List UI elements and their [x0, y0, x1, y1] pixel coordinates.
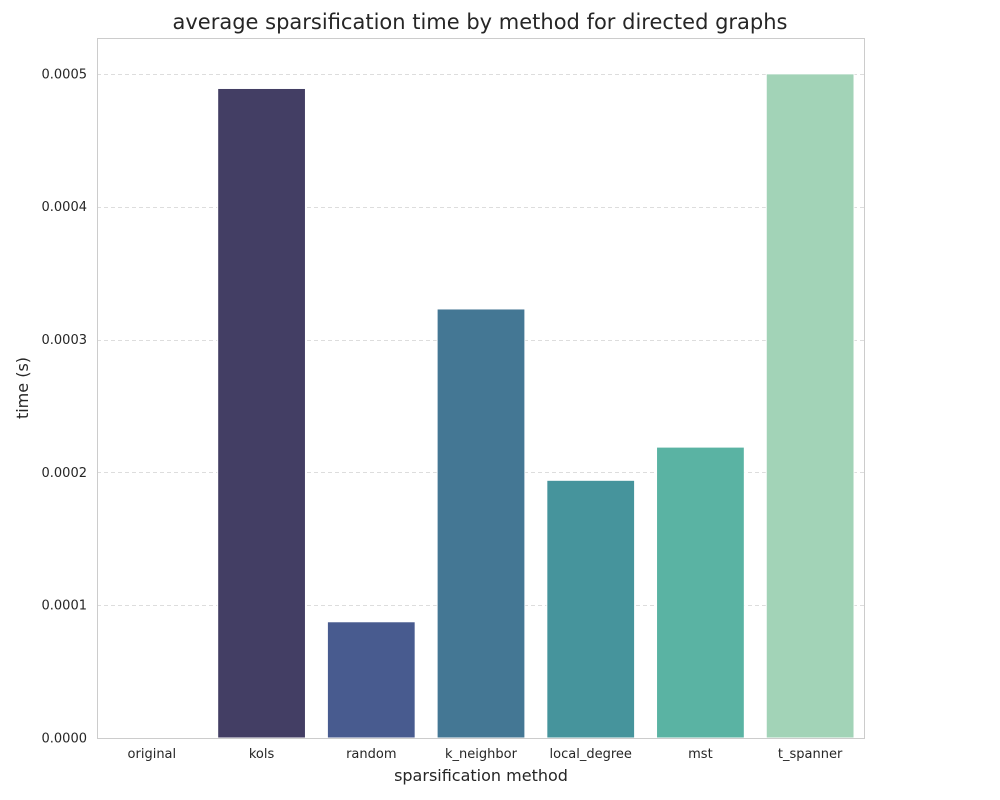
x-tick-label: original	[128, 747, 177, 762]
y-tick-labels: 0.0000 0.0001 0.0002 0.0003 0.0004 0.0005	[42, 67, 88, 746]
bars	[217, 73, 855, 739]
bar-kols	[217, 87, 306, 739]
x-tick-label: random	[346, 747, 396, 762]
y-tick-label: 0.0001	[42, 599, 88, 614]
y-tick-label: 0.0004	[42, 200, 88, 215]
bar-mst	[656, 446, 745, 739]
chart-title: average sparsification time by method fo…	[172, 10, 788, 34]
y-tick-label: 0.0005	[42, 67, 88, 82]
x-tick-label: t_spanner	[778, 747, 843, 762]
bar-local-degree	[546, 479, 636, 739]
plot-frame	[97, 38, 865, 739]
bar-k-neighbor	[436, 308, 526, 739]
y-tick-label: 0.0000	[42, 732, 88, 747]
x-tick-label: mst	[688, 747, 713, 762]
x-tick-label: kols	[249, 747, 275, 762]
bar-random	[326, 621, 416, 739]
x-tick-labels: original kols random k_neighbor local_degree…	[128, 747, 843, 762]
y-tick-label: 0.0003	[42, 333, 88, 348]
y-tick-label: 0.0002	[42, 466, 88, 481]
x-axis-label: sparsification method	[394, 766, 568, 785]
bar-t-spanner	[765, 73, 855, 739]
y-axis-label: time (s)	[13, 357, 32, 419]
x-tick-label: local_degree	[550, 747, 632, 762]
x-tick-label: k_neighbor	[445, 747, 518, 762]
